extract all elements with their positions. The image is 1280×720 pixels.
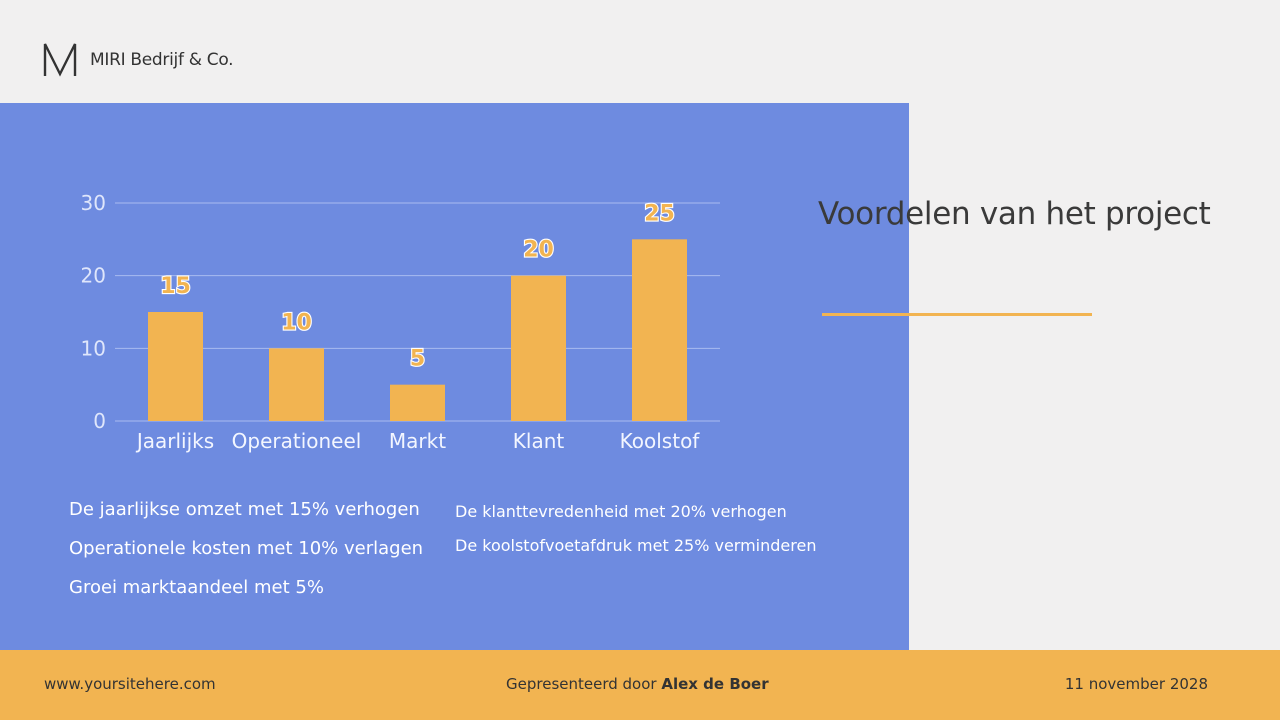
data-label: 10	[281, 310, 312, 335]
accent-divider	[822, 313, 1092, 316]
bar	[632, 239, 687, 421]
x-tick-label: Jaarlijks	[135, 429, 214, 453]
goal-item: Operationele kosten met 10% verlagen	[69, 538, 424, 559]
bar	[511, 275, 566, 421]
y-tick-label: 20	[81, 264, 106, 288]
bar	[390, 384, 445, 421]
x-tick-label: Koolstof	[620, 429, 701, 453]
x-tick-label: Klant	[513, 429, 565, 453]
m-monogram-icon	[43, 43, 77, 77]
company-name: MIRI Bedrijf & Co.	[90, 50, 234, 70]
chart-panel: 0 10 20 30 15 Jaarlijks 10 Operationeel 5 Markt 20…	[0, 103, 909, 650]
goals-list-right: De klanttevredenheid met 20% verhogen De…	[455, 501, 816, 569]
y-tick-label: 10	[81, 336, 106, 360]
presenter-name: Alex de Boer	[661, 675, 769, 693]
header: MIRI Bedrijf & Co.	[42, 40, 234, 80]
x-tick-label: Markt	[389, 429, 446, 453]
data-label: 20	[523, 238, 554, 263]
bar	[148, 312, 203, 421]
presentation-date: 11 november 2028	[1064, 675, 1208, 693]
x-tick-label: Operationeel	[232, 429, 362, 453]
y-tick-label: 30	[81, 191, 106, 215]
footer: www.yoursitehere.com Gepresenteerd door …	[0, 650, 1280, 720]
data-label: 25	[644, 201, 675, 226]
goal-item: De koolstofvoetafdruk met 25% vermindere…	[455, 536, 817, 555]
data-label: 5	[410, 347, 425, 372]
presenter-credit: Gepresenteerd door Alex de Boer	[506, 675, 769, 693]
data-label: 15	[160, 274, 191, 299]
y-tick-label: 0	[93, 409, 106, 433]
goal-item: Groei marktaandeel met 5%	[69, 577, 324, 598]
goals-list-left: De jaarlijkse omzet met 15% verhogen Ope…	[69, 496, 423, 613]
goal-item: De jaarlijkse omzet met 15% verhogen	[69, 499, 420, 520]
slide-title: Voordelen van het project	[818, 196, 1211, 232]
website-url: www.yoursitehere.com	[44, 675, 216, 693]
presented-by-label: Gepresenteerd door	[506, 675, 657, 693]
bar	[269, 348, 324, 421]
bar-chart: 0 10 20 30 15 Jaarlijks 10 Operationeel 5 Markt 20…	[81, 191, 720, 453]
goal-item: De klanttevredenheid met 20% verhogen	[455, 502, 787, 521]
